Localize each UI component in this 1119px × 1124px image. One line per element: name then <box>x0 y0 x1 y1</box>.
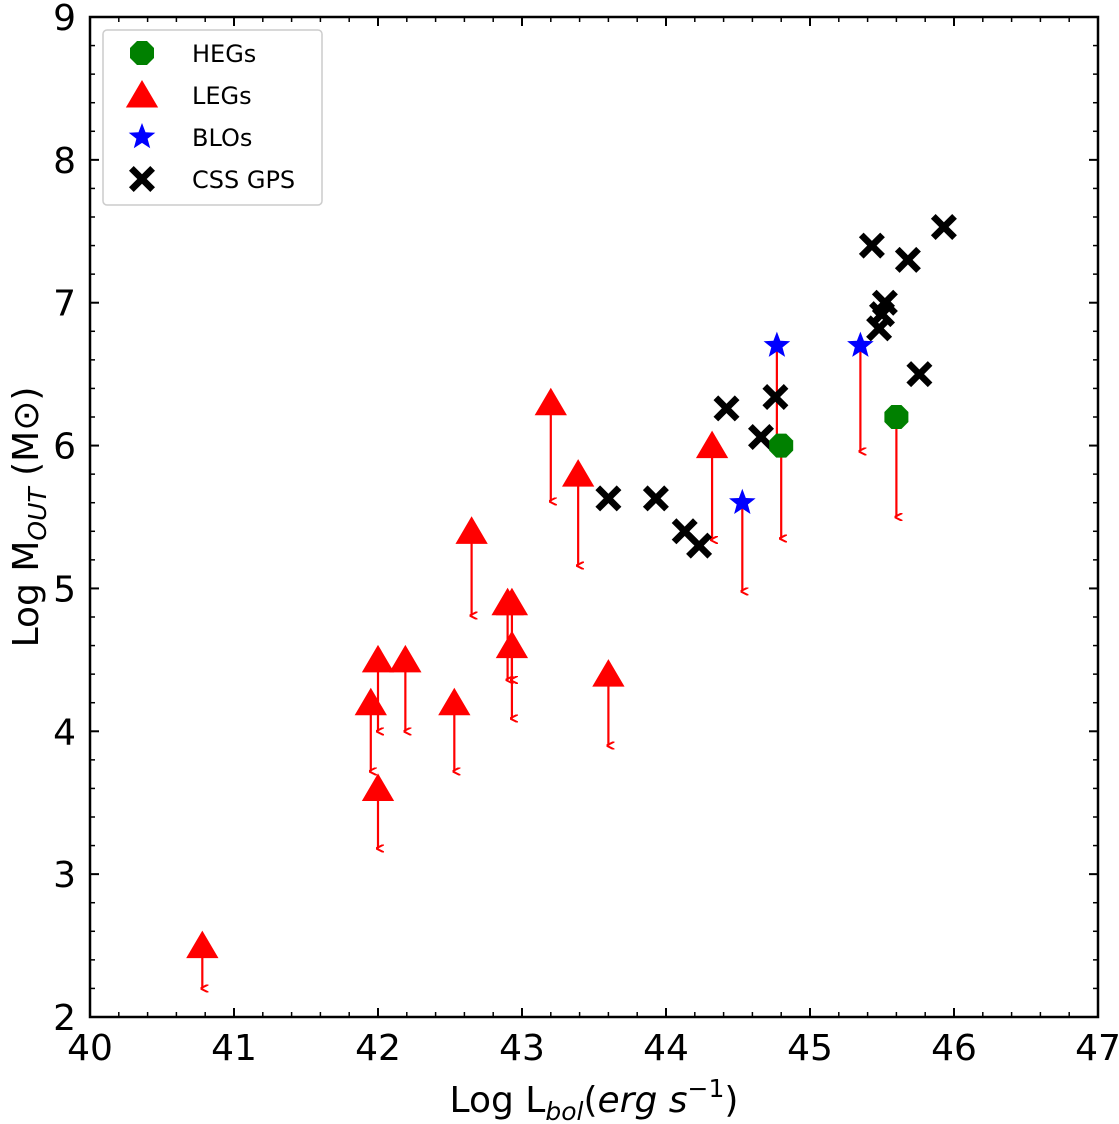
blos-point <box>729 488 756 514</box>
y-tick-label: 7 <box>53 284 76 325</box>
legend-label-css-gps: CSS GPS <box>192 166 295 194</box>
css-gps-point <box>762 384 789 410</box>
legs-point <box>455 516 488 544</box>
data-markers <box>186 214 957 959</box>
legend-marker-hegs <box>130 41 154 65</box>
axis-ticks <box>89 16 1099 1018</box>
legend-label-legs: LEGs <box>192 82 252 110</box>
legs-point <box>361 644 395 673</box>
legs-point <box>592 659 625 687</box>
legs-point <box>495 630 529 659</box>
hegs-point <box>769 433 794 458</box>
css-gps-point <box>906 361 933 388</box>
legs-point <box>438 687 471 716</box>
css-gps-point <box>713 395 740 422</box>
y-tick-label: 4 <box>53 712 76 753</box>
legs-point <box>534 387 567 416</box>
x-tick-label: 42 <box>355 1028 401 1069</box>
x-tick-label: 44 <box>643 1028 689 1069</box>
legs-point <box>562 459 595 487</box>
x-tick-label: 46 <box>931 1028 977 1069</box>
legend-label-blos: BLOs <box>192 124 252 152</box>
legend-marker-css-gps <box>129 166 155 192</box>
css-gps-point <box>595 485 622 512</box>
x-axis-title: Log Lbol(erg s−1) <box>450 1074 739 1124</box>
css-gps-point <box>871 289 898 316</box>
legend-marker-legs <box>125 80 159 108</box>
css-gps-point <box>748 424 774 450</box>
legs-point <box>389 644 422 673</box>
y-tick-label: 8 <box>53 141 76 182</box>
x-tick-label: 47 <box>1075 1028 1119 1069</box>
hegs-point <box>884 405 909 429</box>
legend: HEGs LEGs BLOs CSS GPS <box>102 29 323 206</box>
legs-point <box>695 430 729 459</box>
x-tick-label: 40 <box>67 1028 113 1069</box>
css-gps-point <box>858 232 885 259</box>
blos-point <box>763 331 791 357</box>
y-tick-label: 9 <box>53 0 76 39</box>
y-tick-label: 5 <box>53 569 76 610</box>
css-gps-point <box>642 485 669 512</box>
legs-point <box>361 773 395 801</box>
y-tick-label: 2 <box>53 998 76 1039</box>
legend-box <box>102 29 323 206</box>
x-tick-label: 45 <box>787 1028 833 1069</box>
y-tick-label: 6 <box>53 427 76 468</box>
legs-point <box>186 930 219 959</box>
css-gps-point <box>894 246 921 273</box>
x-tick-label: 43 <box>499 1028 545 1069</box>
legs-point <box>495 587 529 616</box>
css-gps-point <box>930 214 957 240</box>
x-tick-label: 41 <box>211 1028 257 1069</box>
y-axis-title: Log MOUT (M⊙) <box>6 387 52 648</box>
legs-point <box>354 687 387 716</box>
y-tick-label: 3 <box>53 855 76 896</box>
blos-point <box>847 331 874 357</box>
legend-marker-blos <box>128 123 156 149</box>
legend-label-hegs: HEGs <box>192 40 256 68</box>
css-gps-point <box>686 532 713 559</box>
